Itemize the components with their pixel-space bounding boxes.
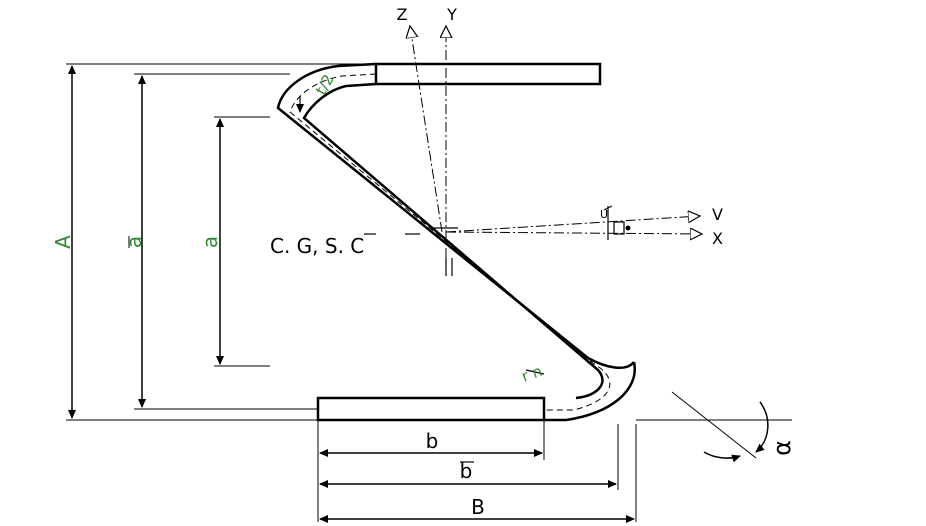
dimension-B — [319, 419, 792, 523]
label-axis-x: X — [712, 229, 723, 248]
label-center: C. G, S. C — [270, 234, 364, 258]
label-A: A — [51, 235, 75, 249]
angle-alpha — [671, 391, 769, 463]
axes — [410, 26, 702, 276]
top-flange — [374, 62, 602, 86]
thickness-centerline — [289, 73, 611, 411]
thickness-marks — [296, 96, 545, 375]
label-B: B — [471, 495, 485, 519]
z-profile — [276, 62, 637, 422]
label-axis-z: Z — [397, 5, 408, 24]
label-b: b — [426, 429, 439, 453]
label-a-bar: a — [122, 236, 146, 248]
label-axis-u: U — [600, 208, 608, 221]
web-inner-edge — [302, 82, 604, 400]
label-axis-v: V — [712, 205, 723, 224]
bottom-flange — [316, 396, 546, 422]
dimension-a — [214, 116, 270, 367]
label-alpha: α — [768, 440, 796, 456]
dimension-A — [66, 63, 376, 421]
label-axis-y: Y — [446, 5, 457, 24]
dimension-a-bar — [134, 73, 318, 410]
label-rn: r n — [519, 362, 544, 386]
label-b-bar: b — [460, 459, 473, 483]
dimension-b — [317, 420, 545, 522]
label-t2: t/2 — [312, 71, 338, 98]
dimension-b-bar — [319, 424, 619, 490]
bottom-bend-outer — [544, 361, 637, 422]
web-outer-edge — [276, 62, 635, 370]
label-a: a — [198, 236, 222, 248]
